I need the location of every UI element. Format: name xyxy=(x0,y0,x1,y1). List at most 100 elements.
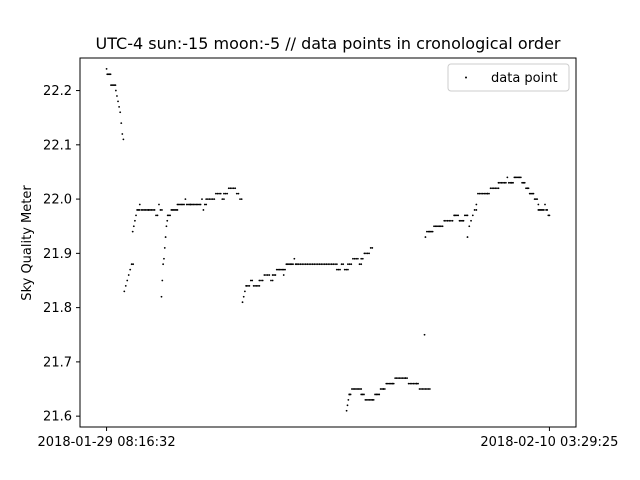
data-point xyxy=(465,214,468,217)
data-point xyxy=(497,187,500,190)
data-point xyxy=(273,274,275,276)
data-point xyxy=(368,252,371,255)
data-point xyxy=(448,219,451,222)
data-point xyxy=(347,398,350,401)
data-point xyxy=(414,382,416,385)
data-point xyxy=(371,398,374,401)
data-point xyxy=(315,263,317,266)
data-point xyxy=(441,225,444,228)
data-point xyxy=(131,230,134,233)
data-point xyxy=(304,263,307,266)
data-point xyxy=(161,209,163,211)
data-point xyxy=(114,84,117,87)
data-point xyxy=(164,236,167,238)
data-point xyxy=(162,263,165,266)
data-point xyxy=(378,393,381,396)
data-point xyxy=(143,209,146,211)
data-point xyxy=(318,263,321,266)
data-point xyxy=(522,181,525,184)
data-point xyxy=(546,209,549,211)
legend-marker xyxy=(465,76,467,79)
data-point xyxy=(394,377,397,380)
y-tick-label: 21.7 xyxy=(43,355,72,370)
y-tick-label: 22.1 xyxy=(43,138,72,153)
data-point xyxy=(184,198,187,200)
data-point xyxy=(379,388,382,390)
data-point xyxy=(224,192,227,195)
data-point xyxy=(510,181,513,184)
data-point xyxy=(409,382,412,385)
data-point xyxy=(266,274,269,276)
data-point xyxy=(355,388,357,390)
data-point xyxy=(160,295,163,298)
data-point xyxy=(457,214,460,217)
data-point xyxy=(428,388,431,390)
data-point xyxy=(360,257,363,260)
data-point xyxy=(455,214,458,217)
data-point xyxy=(127,274,130,276)
data-point xyxy=(316,263,319,266)
y-tick-label: 22.0 xyxy=(43,193,72,208)
data-point xyxy=(468,225,471,228)
data-point xyxy=(372,398,375,401)
data-point xyxy=(349,393,352,396)
data-point xyxy=(150,209,153,211)
data-point xyxy=(423,388,425,390)
data-point xyxy=(334,263,337,266)
data-point xyxy=(208,198,211,200)
data-point xyxy=(254,285,256,287)
data-point xyxy=(255,285,258,287)
data-point xyxy=(496,187,498,190)
data-point xyxy=(213,198,216,200)
data-point xyxy=(507,181,510,184)
data-point xyxy=(156,214,159,217)
data-point xyxy=(306,263,309,266)
data-point xyxy=(392,382,395,385)
data-point xyxy=(426,230,428,233)
data-point xyxy=(155,214,157,217)
data-point xyxy=(358,263,361,266)
data-point xyxy=(179,203,181,206)
data-point xyxy=(134,219,136,222)
data-point xyxy=(180,203,183,206)
data-point xyxy=(199,203,202,206)
data-point xyxy=(296,263,298,266)
data-point xyxy=(369,247,372,249)
data-point xyxy=(226,192,229,195)
legend-label: data point xyxy=(491,71,558,86)
data-point xyxy=(161,279,164,282)
data-point xyxy=(159,209,162,211)
data-point xyxy=(506,176,509,179)
data-point xyxy=(325,263,328,266)
data-point xyxy=(348,263,351,266)
data-point xyxy=(271,279,274,282)
data-point xyxy=(500,181,503,184)
data-point xyxy=(176,209,179,211)
data-point xyxy=(412,382,415,385)
data-point xyxy=(268,274,271,276)
data-point xyxy=(403,377,405,380)
data-point xyxy=(290,263,293,266)
data-point xyxy=(542,209,545,211)
data-point xyxy=(280,268,282,271)
data-point xyxy=(138,203,141,206)
data-point xyxy=(502,181,504,184)
data-point xyxy=(218,192,221,195)
data-point xyxy=(198,203,201,206)
data-point xyxy=(433,225,435,228)
data-point xyxy=(363,393,365,396)
data-point xyxy=(211,198,214,200)
data-point xyxy=(492,187,495,190)
data-point xyxy=(282,268,285,271)
data-point xyxy=(427,230,430,233)
data-point xyxy=(229,187,232,190)
data-point xyxy=(124,285,127,287)
data-point xyxy=(410,382,413,385)
data-point xyxy=(265,274,267,276)
data-point xyxy=(352,388,355,390)
data-point xyxy=(271,274,274,276)
data-point xyxy=(194,203,196,206)
data-point xyxy=(188,203,191,206)
data-point xyxy=(303,263,305,266)
